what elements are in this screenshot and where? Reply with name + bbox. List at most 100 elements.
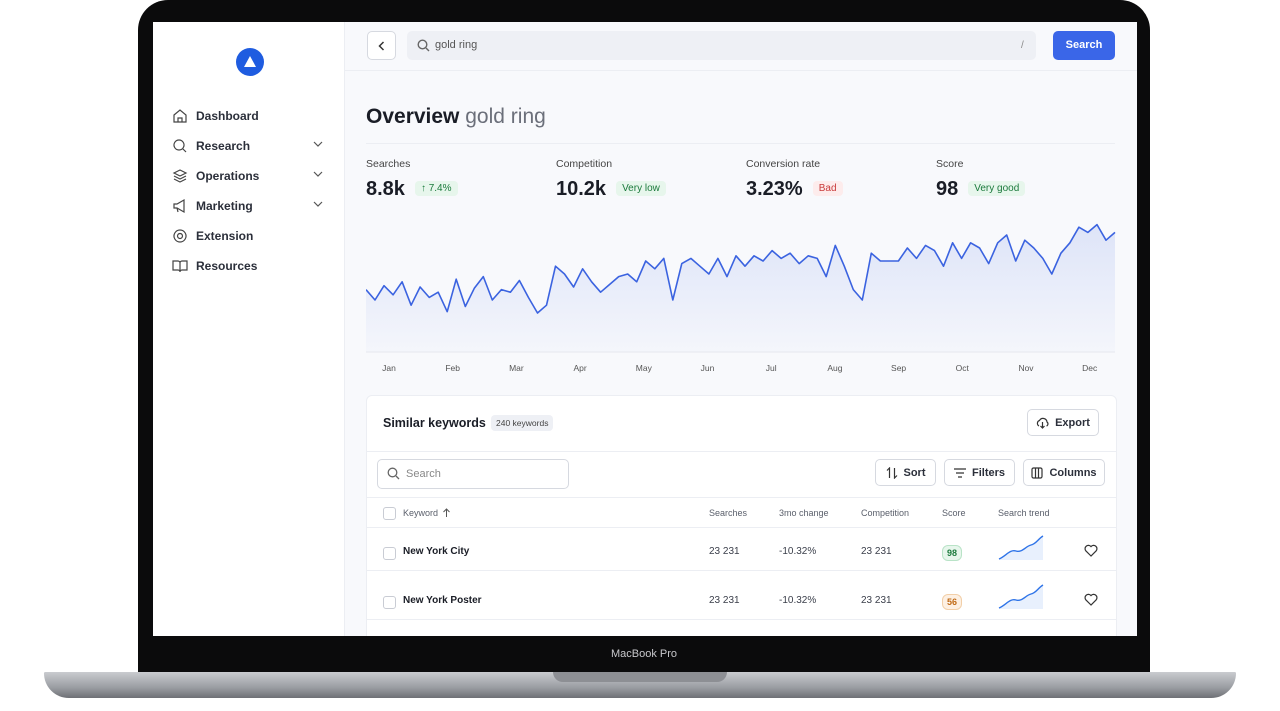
count-badge: 240 keywords bbox=[491, 415, 554, 431]
stat-badge: Very good bbox=[968, 181, 1026, 196]
keywords-card: Similar keywords 240 keywords Export Sea… bbox=[366, 395, 1117, 636]
stat-label: Competition bbox=[556, 158, 613, 170]
checkbox[interactable] bbox=[383, 507, 396, 520]
nav-item[interactable]: Operations bbox=[196, 169, 260, 183]
column-header: Searches bbox=[709, 508, 748, 518]
divider bbox=[367, 527, 1116, 528]
nav-item[interactable]: Research bbox=[196, 139, 251, 153]
cell: 23 231 bbox=[861, 546, 892, 557]
icon-shape bbox=[173, 109, 187, 123]
export-button[interactable]: Export bbox=[1027, 409, 1099, 436]
stat-badge: Very low bbox=[616, 181, 666, 196]
stat-value: 8.8k bbox=[366, 178, 405, 200]
score-badge: 98 bbox=[942, 545, 963, 561]
nav-icon bbox=[173, 229, 187, 243]
spark-area bbox=[999, 536, 1043, 560]
favorite-button[interactable] bbox=[1084, 593, 1098, 606]
score-badge: 56 bbox=[942, 594, 963, 610]
divider bbox=[344, 70, 1137, 71]
back-button[interactable] bbox=[367, 31, 396, 60]
search-input[interactable]: gold ring / bbox=[407, 31, 1036, 60]
spark-line bbox=[998, 535, 1044, 560]
x-tick-label: Apr bbox=[573, 363, 586, 373]
label: Export bbox=[1055, 416, 1090, 429]
area bbox=[366, 224, 1115, 352]
stat-badge: Bad bbox=[812, 181, 843, 196]
search-button[interactable]: Search bbox=[1053, 31, 1115, 60]
chevron bbox=[313, 171, 323, 177]
spark-line bbox=[998, 584, 1044, 609]
chevron-shape bbox=[313, 141, 323, 147]
x-tick-label: Mar bbox=[509, 363, 524, 373]
nav-item[interactable]: Marketing bbox=[196, 199, 253, 213]
stat-value: 98 bbox=[936, 178, 959, 200]
column-header: Search trend bbox=[998, 508, 1050, 518]
favorite-button[interactable] bbox=[1084, 544, 1098, 557]
cell: -10.32% bbox=[779, 595, 817, 606]
sidebar: Dashboard Research Operations Marketing Exte… bbox=[153, 22, 345, 636]
column-header: Keyword bbox=[403, 508, 439, 518]
stat-value: 3.23% bbox=[746, 178, 803, 200]
stat-label: Conversion rate bbox=[746, 158, 821, 170]
filters-button[interactable]: Filters bbox=[944, 459, 1015, 486]
spark-area bbox=[999, 585, 1043, 609]
columns-button[interactable]: Columns bbox=[1023, 459, 1105, 486]
x-tick-label: Feb bbox=[445, 363, 460, 373]
divider bbox=[366, 143, 1115, 144]
logo bbox=[236, 48, 264, 76]
placeholder: Search bbox=[406, 468, 441, 480]
search-query: gold ring bbox=[435, 39, 478, 51]
column-header: Competition bbox=[861, 508, 910, 518]
title-query: gold ring bbox=[465, 105, 546, 128]
label: Filters bbox=[971, 466, 1005, 479]
stat-label: Searches bbox=[366, 158, 411, 170]
checkbox[interactable] bbox=[383, 596, 396, 609]
nav-item[interactable]: Extension bbox=[196, 229, 254, 243]
x-tick-label: Jul bbox=[766, 363, 777, 373]
x-tick-label: Nov bbox=[1018, 363, 1034, 373]
nav-item[interactable]: Resources bbox=[196, 259, 258, 273]
card-title: Similar keywords bbox=[383, 416, 486, 430]
line bbox=[366, 223, 1116, 314]
overview-title: Overview gold ring bbox=[366, 105, 546, 129]
divider bbox=[367, 451, 1116, 452]
line-chart: Jan Feb Mar Apr May Jun Jul Aug Sep Oct Nov Dec bbox=[366, 223, 1116, 373]
nav-icon bbox=[173, 139, 187, 153]
label: Columns bbox=[1049, 466, 1097, 479]
nav-icon bbox=[173, 198, 185, 214]
shortcut: / bbox=[1021, 40, 1024, 51]
arrow-shape bbox=[443, 508, 450, 517]
cell: 23 231 bbox=[709, 546, 740, 557]
stat: 98 Very good bbox=[936, 178, 1026, 201]
cell: New York Poster bbox=[403, 595, 482, 606]
stat: 10.2k Very low bbox=[556, 178, 666, 201]
nav-icon bbox=[172, 260, 188, 273]
x-tick-label: Oct bbox=[956, 363, 970, 373]
title: Overview bbox=[366, 105, 460, 128]
cell: New York City bbox=[403, 546, 470, 557]
keyword-search[interactable]: Search bbox=[377, 459, 569, 489]
heart bbox=[1084, 544, 1098, 557]
icon-shape bbox=[173, 229, 187, 243]
nav-icon bbox=[172, 169, 188, 183]
icon-shape bbox=[173, 139, 187, 153]
cell: 23 231 bbox=[709, 595, 740, 606]
screen: Dashboard Research Operations Marketing Exte… bbox=[153, 22, 1137, 636]
chevron bbox=[313, 141, 323, 147]
heart bbox=[1084, 593, 1098, 606]
divider bbox=[367, 570, 1116, 571]
sort-arrow bbox=[443, 508, 450, 517]
icon-shape bbox=[172, 169, 188, 183]
cell: -10.32% bbox=[779, 546, 817, 557]
x-tick-label: Jun bbox=[701, 363, 715, 373]
cell: 23 231 bbox=[861, 595, 892, 606]
checkbox[interactable] bbox=[383, 547, 396, 560]
x-tick-label: May bbox=[636, 363, 653, 373]
sort-button[interactable]: Sort bbox=[875, 459, 936, 486]
stat-badge: ↑ 7.4% bbox=[414, 181, 458, 196]
nav-item[interactable]: Dashboard bbox=[196, 109, 259, 123]
x-tick-label: Aug bbox=[827, 363, 842, 373]
label: Sort bbox=[903, 466, 926, 479]
laptop-notch bbox=[553, 672, 727, 682]
